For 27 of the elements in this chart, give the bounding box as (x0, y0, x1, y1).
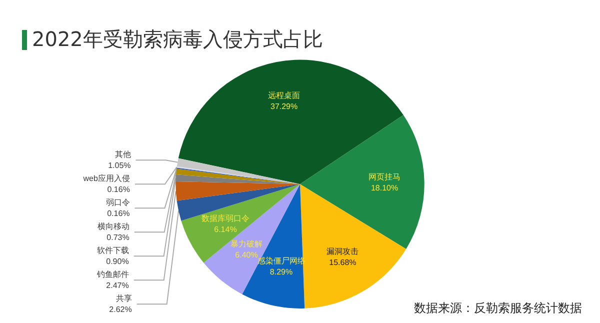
slice-label: 漏洞攻击 (326, 247, 359, 256)
data-label: 0.73% (106, 233, 130, 242)
source-note: 数据来源：反勒索服务统计数据 (414, 300, 582, 317)
data-label: 1.05% (108, 161, 131, 170)
slice-label: 其他 (114, 150, 131, 160)
slice-label: 暴力破解 (230, 240, 262, 249)
slice-label: 网页挂马 (368, 172, 401, 182)
data-label: 8.29% (270, 268, 293, 277)
data-label: 0.16% (107, 209, 130, 218)
data-label: 15.68% (329, 258, 356, 268)
data-label: 2.47% (106, 281, 129, 290)
slice-label: 弱口令 (106, 198, 130, 208)
data-label: 6.40% (235, 250, 258, 260)
data-label: 18.10% (370, 183, 398, 192)
data-label: 0.90% (106, 257, 129, 266)
data-label: 6.14% (214, 225, 237, 234)
slice-label: 远程桌面 (268, 91, 300, 100)
slice-label: 横向移动 (97, 222, 130, 232)
slice-label: web应用入侵 (82, 174, 130, 184)
data-label: 2.62% (109, 305, 132, 314)
data-label: 37.29% (270, 102, 298, 112)
slice-label: 软件下载 (96, 246, 129, 256)
chart-title: 2022年受勒索病毒入侵方式占比 (32, 26, 323, 53)
slice-label: 共享 (116, 294, 132, 304)
slice-label: 数据库弱口令 (201, 214, 250, 224)
slice-label: 钓鱼邮件 (96, 270, 129, 280)
data-label: 0.16% (107, 185, 130, 194)
